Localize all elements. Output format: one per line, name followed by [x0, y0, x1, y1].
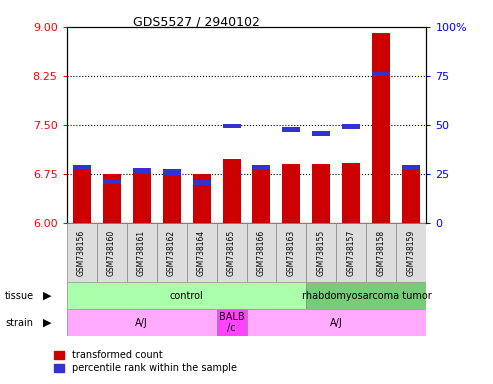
- Text: control: control: [170, 291, 204, 301]
- Text: GSM738156: GSM738156: [77, 229, 86, 276]
- Bar: [252, 165, 271, 169]
- Text: GSM738158: GSM738158: [377, 229, 386, 276]
- Bar: [157, 223, 186, 282]
- Bar: [282, 127, 301, 132]
- Text: GSM738165: GSM738165: [227, 229, 236, 276]
- Bar: [402, 165, 421, 169]
- Text: GSM738163: GSM738163: [287, 229, 296, 276]
- Bar: [282, 164, 301, 223]
- Text: strain: strain: [5, 318, 33, 328]
- Bar: [336, 223, 366, 282]
- Bar: [343, 163, 360, 223]
- Text: GSM738159: GSM738159: [407, 229, 416, 276]
- Text: tissue: tissue: [5, 291, 34, 301]
- Bar: [186, 223, 216, 282]
- Text: GDS5527 / 2940102: GDS5527 / 2940102: [133, 15, 260, 28]
- Bar: [127, 223, 157, 282]
- Text: GSM738157: GSM738157: [347, 229, 356, 276]
- Bar: [103, 179, 120, 184]
- Text: A/J: A/J: [330, 318, 343, 328]
- Bar: [72, 165, 91, 223]
- Bar: [133, 168, 150, 173]
- Bar: [216, 223, 246, 282]
- Bar: [222, 124, 241, 128]
- Bar: [343, 124, 360, 129]
- Bar: [192, 180, 211, 185]
- Bar: [366, 223, 396, 282]
- Text: GSM738164: GSM738164: [197, 229, 206, 276]
- Text: GSM738155: GSM738155: [317, 229, 326, 276]
- Bar: [163, 170, 180, 175]
- Bar: [307, 282, 426, 309]
- Bar: [252, 166, 271, 223]
- Bar: [103, 174, 120, 223]
- Bar: [192, 174, 211, 223]
- Bar: [307, 223, 336, 282]
- Bar: [396, 223, 426, 282]
- Text: rhabdomyosarcoma tumor: rhabdomyosarcoma tumor: [302, 291, 431, 301]
- Bar: [67, 223, 97, 282]
- Text: GSM738166: GSM738166: [257, 229, 266, 276]
- Bar: [97, 223, 127, 282]
- Text: GSM738160: GSM738160: [107, 229, 116, 276]
- Text: BALB
/c: BALB /c: [219, 312, 245, 333]
- Bar: [373, 33, 390, 223]
- Bar: [67, 309, 216, 336]
- Text: A/J: A/J: [135, 318, 148, 328]
- Bar: [313, 164, 330, 223]
- Legend: transformed count, percentile rank within the sample: transformed count, percentile rank withi…: [54, 351, 237, 373]
- Bar: [216, 309, 246, 336]
- Text: ▶: ▶: [42, 291, 51, 301]
- Text: GSM738162: GSM738162: [167, 229, 176, 276]
- Bar: [246, 223, 277, 282]
- Bar: [72, 166, 91, 170]
- Text: GSM738161: GSM738161: [137, 229, 146, 276]
- Bar: [313, 131, 330, 136]
- Bar: [133, 169, 150, 223]
- Bar: [222, 159, 241, 223]
- Bar: [246, 309, 426, 336]
- Bar: [277, 223, 307, 282]
- Bar: [163, 169, 180, 223]
- Bar: [373, 71, 390, 76]
- Bar: [67, 282, 307, 309]
- Bar: [402, 166, 421, 223]
- Text: ▶: ▶: [42, 318, 51, 328]
